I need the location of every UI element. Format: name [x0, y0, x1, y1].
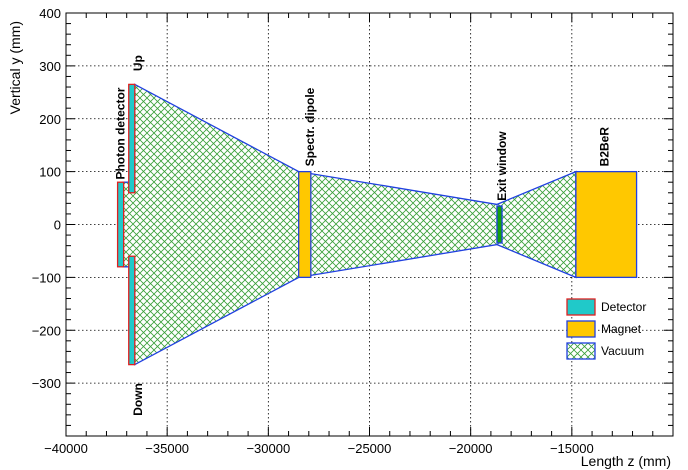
- photon-detector-label: Photon detector: [114, 87, 128, 179]
- x-tick-label: −40000: [44, 441, 88, 456]
- y-tick-label: 200: [39, 112, 61, 127]
- b2ber-label: B2BeR: [597, 127, 611, 167]
- y-tick-label: −300: [32, 376, 61, 391]
- vacuum-legend-swatch: [566, 342, 596, 360]
- vacuum-region: [122, 83, 577, 366]
- tick-labels: −40000 −35000 −30000 −25000 −20000 −15000 −300…: [32, 6, 594, 456]
- spectr-dipole-label: Spectr. dipole: [303, 87, 317, 166]
- x-axis-title: Length z (mm): [581, 453, 671, 469]
- x-tick-label: −35000: [145, 441, 189, 456]
- component-labels: Photon detector Up Down Spectr. dipole Exit …: [114, 55, 612, 416]
- vacuum-legend-label: Vacuum: [601, 344, 644, 358]
- axis-ticks: [65, 12, 674, 437]
- photon-detector-shape: [116, 181, 125, 268]
- components: [116, 83, 638, 366]
- x-tick-label: −15000: [550, 441, 594, 456]
- up-label: Up: [131, 55, 145, 71]
- magnet-legend-swatch: [566, 320, 596, 338]
- spectr-dipole-shape: [298, 170, 312, 279]
- b2ber-shape: [575, 170, 638, 279]
- y-tick-label: 400: [39, 6, 61, 21]
- y-tick-label: 100: [39, 165, 61, 180]
- down-shape: [128, 255, 136, 366]
- x-tick-label: −20000: [449, 441, 493, 456]
- y-axis-title: Vertical y (mm): [7, 21, 23, 114]
- y-tick-label: 300: [39, 59, 61, 74]
- legend: Detector Magnet Vacuum: [566, 298, 646, 360]
- detector-legend-swatch: [566, 298, 596, 316]
- up-shape: [128, 83, 136, 194]
- down-label: Down: [131, 383, 145, 416]
- y-tick-label: 0: [54, 218, 61, 233]
- x-tick-label: −25000: [348, 441, 392, 456]
- y-tick-label: −100: [32, 270, 61, 285]
- magnet-legend-label: Magnet: [601, 322, 642, 336]
- vacuum-shape: [122, 83, 577, 366]
- detector-legend-label: Detector: [601, 300, 646, 314]
- x-tick-label: −30000: [246, 441, 290, 456]
- exit-window-label: Exit window: [495, 131, 509, 201]
- y-tick-label: −200: [32, 323, 61, 338]
- exit-window-shape: [496, 205, 503, 244]
